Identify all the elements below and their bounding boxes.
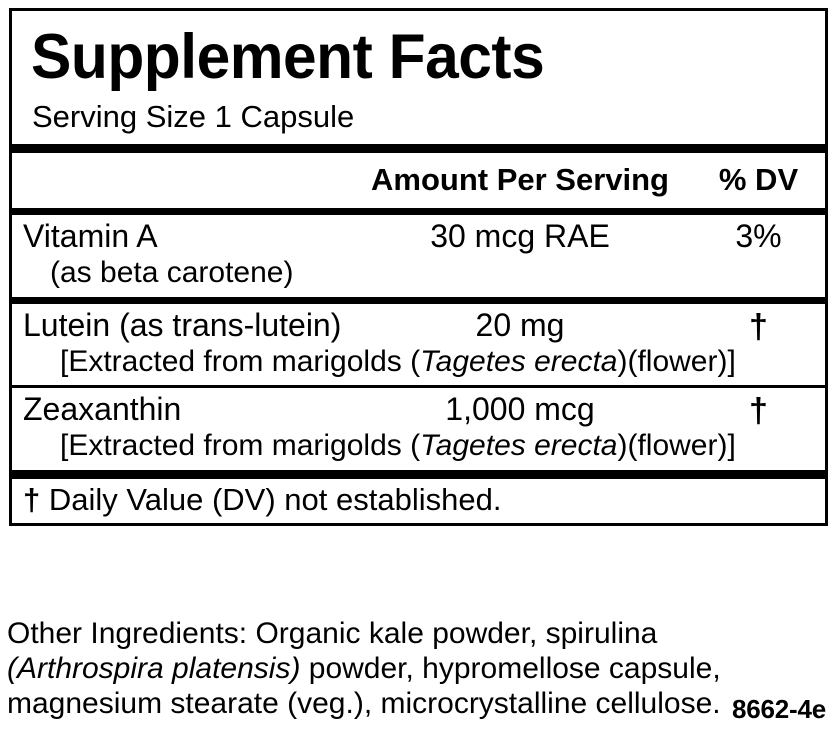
page-title: Supplement Facts <box>31 22 545 92</box>
rule-below-header <box>12 144 825 154</box>
rule-below-vitamin-a <box>12 296 825 304</box>
rule-below-column-header <box>12 208 825 216</box>
nutrient-daily-value: 3% <box>735 218 782 255</box>
source-note-prefix: [Extracted from marigolds ( <box>60 344 421 378</box>
nutrient-daily-value: † <box>749 307 768 346</box>
nutrient-source-note: (as beta carotene) <box>50 256 294 289</box>
nutrient-main-line: Zeaxanthin 1,000 mcg † <box>12 391 825 431</box>
nutrient-amount: 30 mcg RAE <box>430 218 610 255</box>
nutrient-name: Lutein (as trans-lutein) <box>23 306 342 343</box>
dagger-icon: † <box>23 481 41 517</box>
nutrient-main-line: Lutein (as trans-lutein) 20 mg † <box>12 306 825 346</box>
other-ingredients-text: Other Ingredients: Organic kale powder, … <box>7 616 767 721</box>
nutrient-amount: 1,000 mcg <box>445 391 595 428</box>
nutrient-name: Zeaxanthin <box>23 391 182 428</box>
nutrient-daily-value: † <box>749 392 768 431</box>
rule-above-footnote <box>12 469 825 479</box>
column-header-row: Amount Per Serving % DV <box>12 153 825 208</box>
rule-below-lutein <box>12 385 825 389</box>
source-note-prefix: [Extracted from marigolds ( <box>60 429 421 463</box>
amount-per-serving-header: Amount Per Serving <box>371 162 669 198</box>
source-note-botanical-name: Tagetes erecta <box>420 344 618 378</box>
nutrient-name: Vitamin A <box>23 218 158 255</box>
nutrient-main-line: Vitamin A 30 mcg RAE 3% <box>12 218 825 256</box>
table-row: Lutein (as trans-lutein) 20 mg † [Extrac… <box>12 304 825 386</box>
percent-dv-header: % DV <box>718 162 799 198</box>
nutrient-source-note: [Extracted from marigolds (Tagetes erect… <box>12 429 825 464</box>
nutrient-amount: 20 mg <box>475 306 565 343</box>
table-row: Zeaxanthin 1,000 mcg † [Extracted from m… <box>12 388 825 470</box>
serving-size-text: Serving Size 1 Capsule <box>32 99 355 135</box>
nutrient-source-note: [Extracted from marigolds (Tagetes erect… <box>12 345 825 380</box>
source-note-botanical-name: Tagetes erecta <box>420 429 618 463</box>
artwork-code-stamp: 8662-4e <box>731 694 826 724</box>
source-note-suffix: )(flower)] <box>617 344 736 378</box>
other-ingredients-botanical-name: (Arthrospira platensis) <box>7 652 301 686</box>
other-ingredients-part2: powder, hypromellose capsule, magnesium … <box>7 652 721 721</box>
daily-value-footnote: † Daily Value (DV) not established. <box>12 479 825 523</box>
panel-header: Supplement Facts Serving Size 1 Capsule <box>12 25 825 144</box>
source-note-suffix: )(flower)] <box>617 429 736 463</box>
other-ingredients-part1: Other Ingredients: Organic kale powder, … <box>7 617 658 650</box>
table-row: Vitamin A 30 mcg RAE 3% (as beta caroten… <box>12 215 825 297</box>
supplement-facts-panel: Supplement Facts Serving Size 1 Capsule … <box>9 8 828 526</box>
daily-value-footnote-text: Daily Value (DV) not established. <box>40 481 502 517</box>
